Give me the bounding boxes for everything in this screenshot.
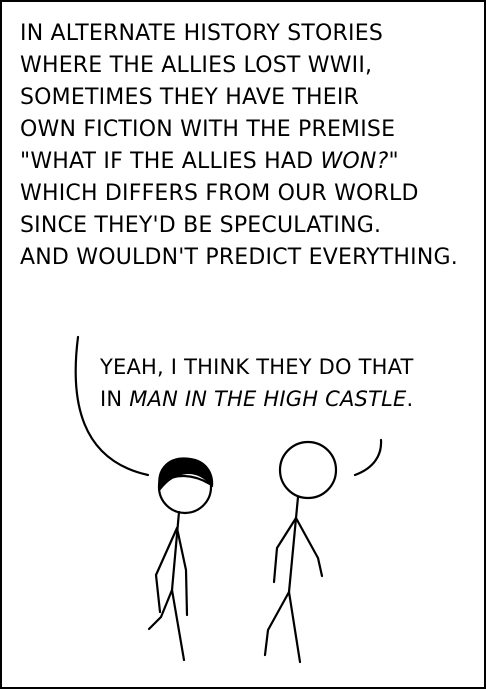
right-arm-1 bbox=[272, 516, 298, 584]
speech-tail-right bbox=[353, 438, 383, 477]
speech-text-right: YEAH, I THINK THEY DO THAT IN MAN IN THE… bbox=[100, 351, 414, 415]
quote-emphasis: WON? bbox=[320, 149, 389, 174]
speech-line: WHICH DIFFERS FROM OUR WORLD bbox=[20, 181, 419, 206]
quote-suffix: " bbox=[388, 149, 399, 174]
speech-line-quote: "WHAT IF THE ALLIES HAD WON?" bbox=[20, 146, 458, 178]
right-body bbox=[287, 495, 300, 594]
speech-tail-left bbox=[74, 335, 150, 477]
speech-line: AND WOULDN'T PREDICT EVERYTHING. bbox=[20, 245, 458, 270]
left-arm-2 bbox=[175, 526, 189, 617]
left-leg-2 bbox=[170, 588, 186, 662]
title-suffix: . bbox=[406, 387, 414, 411]
left-hair bbox=[158, 457, 214, 491]
book-title: MAN IN THE HIGH CASTLE bbox=[129, 387, 407, 411]
title-prefix: IN bbox=[100, 387, 130, 411]
speech-line: IN ALTERNATE HISTORY STORIES bbox=[20, 21, 383, 46]
speech-line: WHERE THE ALLIES LOST WWII, bbox=[20, 53, 373, 78]
speech-text-left: IN ALTERNATE HISTORY STORIES WHERE THE A… bbox=[20, 18, 458, 274]
right-head bbox=[278, 440, 338, 500]
right-character bbox=[263, 440, 338, 664]
speech-line-title: IN MAN IN THE HIGH CASTLE. bbox=[100, 383, 414, 415]
speech-line: SOMETIMES THEY HAVE THEIR bbox=[20, 85, 360, 110]
right-leg-1 bbox=[263, 590, 291, 657]
left-character bbox=[147, 457, 214, 662]
left-arm-1 bbox=[154, 526, 179, 614]
right-leg-2 bbox=[287, 590, 302, 664]
quote-prefix: "WHAT IF THE ALLIES HAD bbox=[20, 149, 321, 174]
speech-line: SINCE THEY'D BE SPECULATING. bbox=[20, 213, 382, 238]
speech-line: YEAH, I THINK THEY DO THAT bbox=[100, 355, 414, 379]
speech-line: OWN FICTION WITH THE PREMISE bbox=[20, 117, 396, 142]
left-body bbox=[170, 510, 181, 592]
left-leg-1 bbox=[147, 588, 174, 631]
left-hair-strands bbox=[161, 469, 212, 486]
right-arm-2 bbox=[294, 516, 324, 578]
